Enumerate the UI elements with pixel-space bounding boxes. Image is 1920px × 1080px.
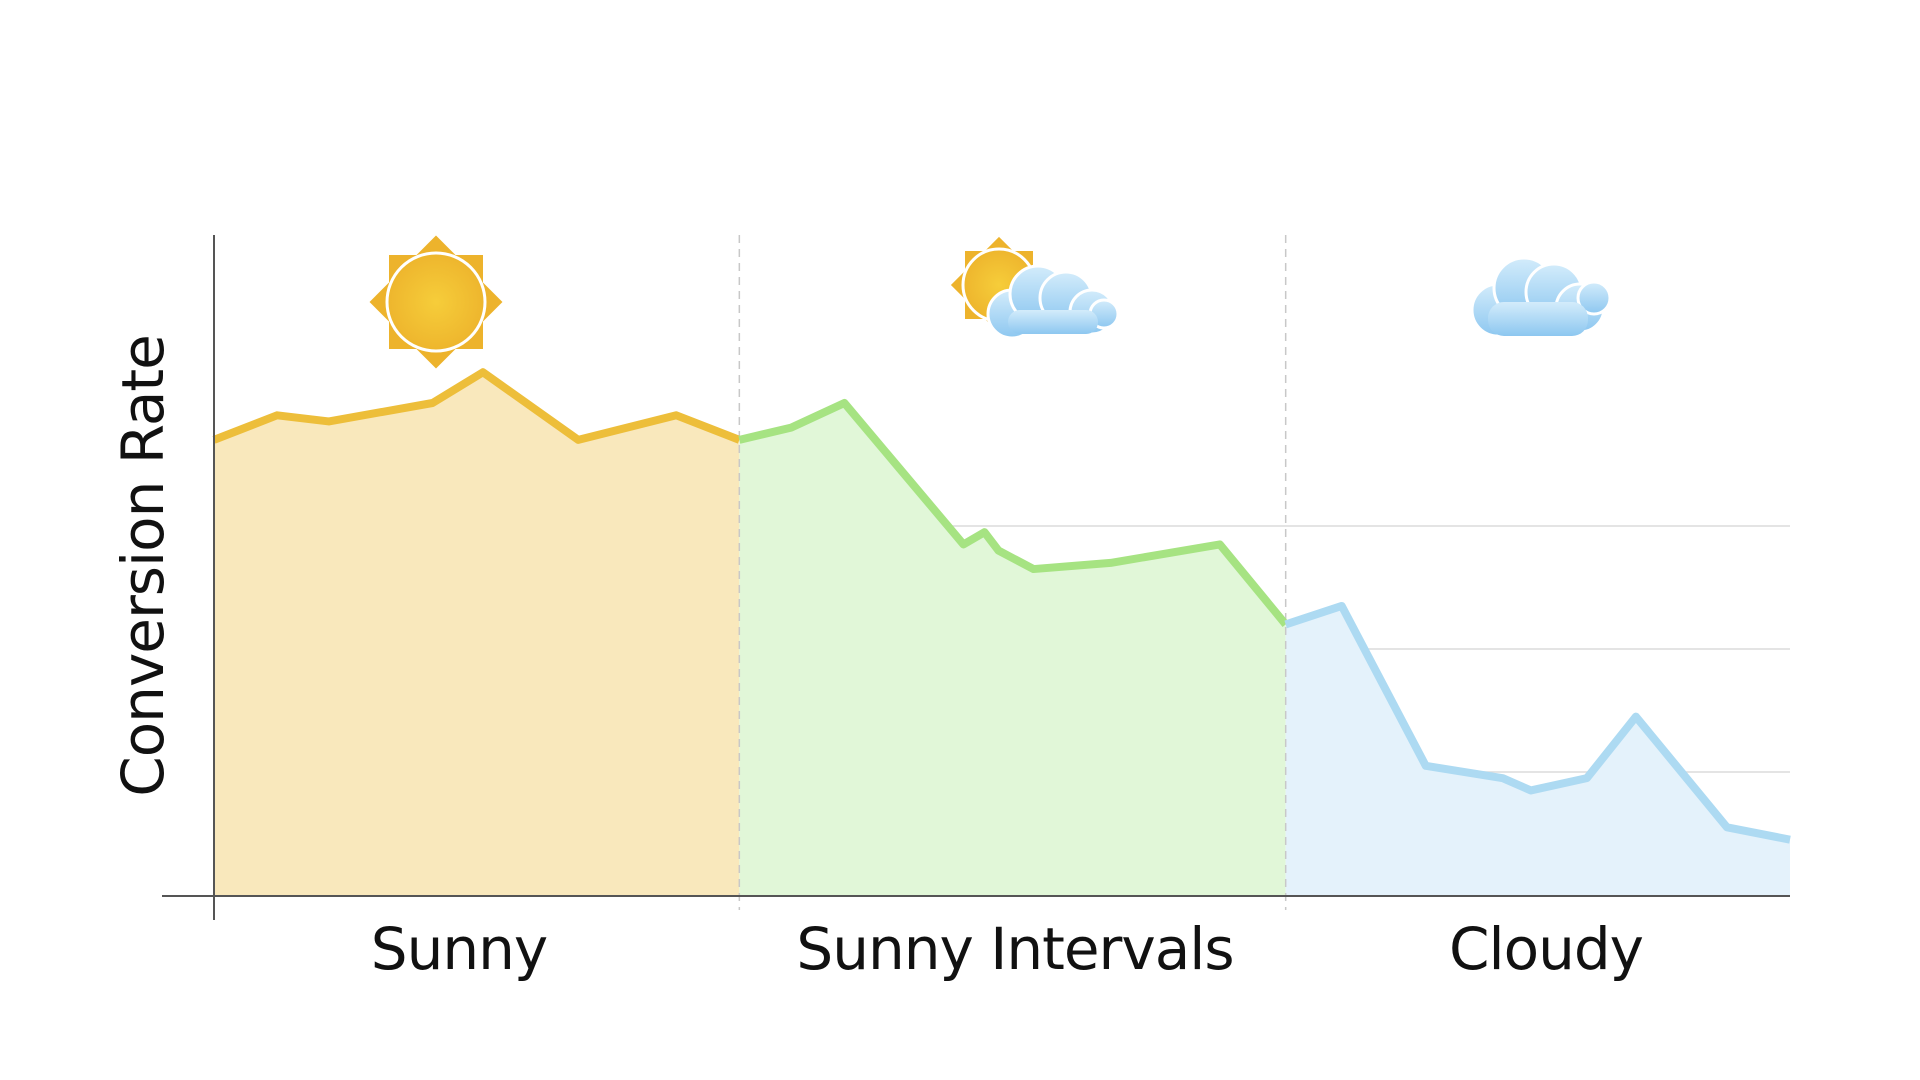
category-dividers xyxy=(738,235,1287,910)
area-fill-3 xyxy=(1285,605,1790,895)
category-label-sunny-intervals: Sunny Intervals xyxy=(796,915,1234,983)
category-label-cloudy: Cloudy xyxy=(1449,915,1644,983)
area-fills xyxy=(214,372,1790,895)
series-lines xyxy=(212,368,1791,844)
cloud-icon xyxy=(1470,256,1612,338)
sun-icon xyxy=(369,235,503,369)
series-line-3 xyxy=(1284,601,1791,844)
series-line-2 xyxy=(738,399,1289,627)
series-line-1 xyxy=(212,368,741,444)
area-fill-2 xyxy=(739,403,1286,895)
category-label-sunny: Sunny xyxy=(370,915,548,983)
axes xyxy=(162,235,1790,920)
area-fill-1 xyxy=(214,372,740,895)
sun-behind-cloud-icon xyxy=(950,236,1120,340)
y-axis-label: Conversion Rate xyxy=(109,335,177,797)
